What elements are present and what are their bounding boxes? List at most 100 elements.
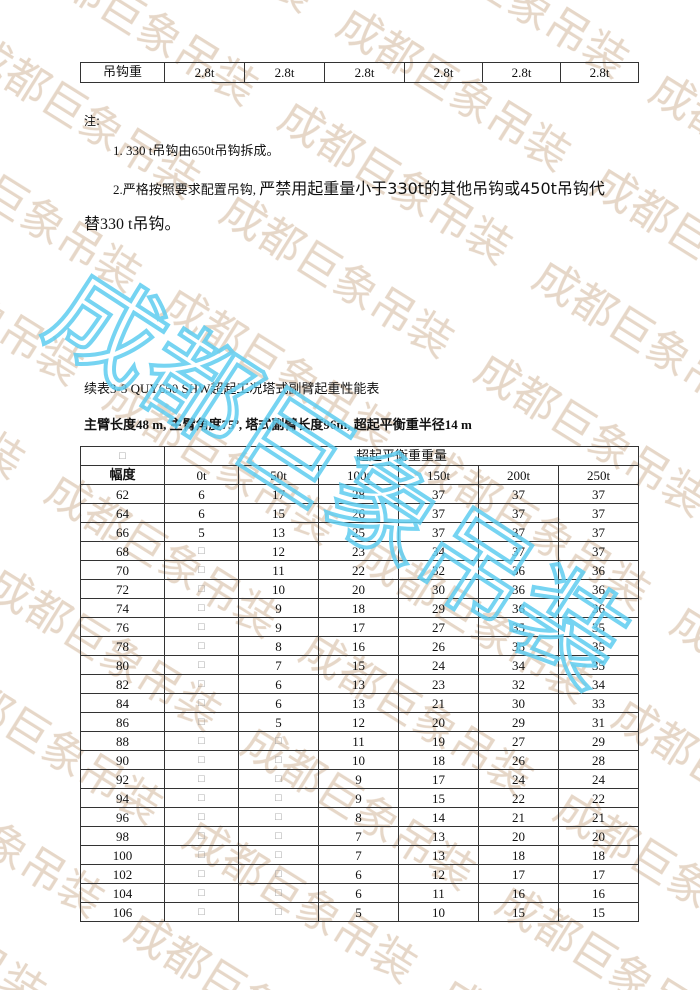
capacity-cell: 13 [318, 693, 399, 713]
capacity-cell: 37 [557, 484, 640, 504]
table-row: 78 □ 8 16 26 35 35 [80, 636, 640, 656]
capacity-cell: 30 [478, 693, 559, 713]
capacity-cell: 35 [557, 617, 640, 637]
capacity-cell: □ [164, 731, 239, 751]
capacity-cell: 21 [557, 807, 640, 827]
capacity-cell: 30 [398, 579, 479, 599]
capacity-cell: 17 [398, 769, 479, 789]
capacity-cell: 5 [238, 712, 319, 732]
radius-header: 幅度 [80, 465, 165, 485]
capacity-cell: 32 [478, 674, 559, 694]
capacity-cell: 33 [557, 693, 640, 713]
radius-cell: 84 [80, 693, 165, 713]
capacity-cell: □ [164, 845, 239, 865]
capacity-cell: 26 [318, 503, 399, 523]
capacity-cell: □ [164, 541, 239, 561]
capacity-cell: 21 [478, 807, 559, 827]
capacity-cell: □ [164, 617, 239, 637]
capacity-cell: 36 [478, 560, 559, 580]
capacity-cell: 23 [398, 674, 479, 694]
radius-cell: 102 [80, 864, 165, 884]
capacity-cell: 37 [398, 522, 479, 542]
capacity-cell: 15 [557, 902, 640, 922]
capacity-cell: 13 [318, 674, 399, 694]
capacity-cell: □ [238, 731, 319, 751]
capacity-cell: 7 [238, 655, 319, 675]
capacity-cell: 21 [398, 693, 479, 713]
capacity-cell: 36 [478, 579, 559, 599]
capacity-cell: 24 [398, 655, 479, 675]
group-header-row: □ 超起平衡重重量 [80, 446, 640, 466]
radius-cell: 96 [80, 807, 165, 827]
capacity-cell: □ [238, 864, 319, 884]
capacity-cell: 7 [318, 826, 399, 846]
capacity-cell: □ [164, 769, 239, 789]
radius-cell: 76 [80, 617, 165, 637]
capacity-cell: 37 [557, 522, 640, 542]
radius-cell: 86 [80, 712, 165, 732]
capacity-cell: 22 [557, 788, 640, 808]
capacity-cell: 6 [164, 503, 239, 523]
capacity-cell: 22 [478, 788, 559, 808]
table-row: 104 □ □ 6 11 16 16 [80, 883, 640, 903]
capacity-cell: 29 [398, 598, 479, 618]
capacity-cell: 22 [318, 560, 399, 580]
capacity-cell: 24 [478, 769, 559, 789]
table-row: 94 □ □ 9 15 22 22 [80, 788, 640, 808]
radius-cell: 72 [80, 579, 165, 599]
capacity-cell: 37 [478, 541, 559, 561]
capacity-cell: □ [164, 636, 239, 656]
hook-weight-label: 吊钩重 [80, 62, 165, 83]
capacity-cell: 36 [478, 598, 559, 618]
radius-cell: 92 [80, 769, 165, 789]
capacity-cell: 36 [557, 560, 640, 580]
hook-weight-value: 2.8t [482, 62, 561, 83]
capacity-cell: 9 [318, 788, 399, 808]
table-row: 106 □ □ 5 10 15 15 [80, 902, 640, 922]
capacity-cell: 35 [478, 617, 559, 637]
group-header: 超起平衡重重量 [163, 446, 640, 466]
capacity-cell: 35 [557, 636, 640, 656]
notes-title: 注: [84, 114, 101, 128]
hook-weight-value: 2.8t [244, 62, 325, 83]
capacity-cell: 5 [164, 522, 239, 542]
capacity-cell: 27 [398, 617, 479, 637]
radius-cell: 64 [80, 503, 165, 523]
table-row: 82 □ 6 13 23 32 34 [80, 674, 640, 694]
table-row: 80 □ 7 15 24 34 35 [80, 655, 640, 675]
note-item-1: 1. 330 t吊钩由650t吊钩拆成。 [113, 143, 280, 158]
capacity-cell: 34 [557, 674, 640, 694]
hook-weight-value: 2.8t [404, 62, 483, 83]
capacity-cell: 20 [398, 712, 479, 732]
capacity-cell: 10 [398, 902, 479, 922]
table-row: 102 □ □ 6 12 17 17 [80, 864, 640, 884]
capacity-cell: 12 [398, 864, 479, 884]
note-item-2-main: 严禁用起重量小于330t的其他吊钩或450t吊钩代 [259, 179, 605, 198]
capacity-cell: 11 [318, 731, 399, 751]
capacity-cell: 17 [478, 864, 559, 884]
capacity-cell: 15 [398, 788, 479, 808]
table-row: 62 6 17 28 37 37 37 [80, 484, 640, 504]
capacity-cell: 35 [478, 636, 559, 656]
radius-cell: 94 [80, 788, 165, 808]
capacity-cell: 34 [398, 541, 479, 561]
corner-cell: □ [80, 446, 165, 466]
table-row: 90 □ □ 10 18 26 28 [80, 750, 640, 770]
load-capacity-table: □ 超起平衡重重量 幅度 0t 50t 100t 150t 200t 250t 62 6 17… [80, 446, 640, 922]
capacity-cell: □ [164, 807, 239, 827]
capacity-cell: 37 [478, 522, 559, 542]
capacity-cell: 35 [557, 655, 640, 675]
capacity-cell: 13 [398, 826, 479, 846]
capacity-cell: □ [164, 598, 239, 618]
capacity-cell: 36 [557, 579, 640, 599]
capacity-cell: 20 [557, 826, 640, 846]
hook-weight-value: 2.8t [560, 62, 639, 83]
capacity-cell: □ [164, 826, 239, 846]
table-title: 续表3-3 QUY650 SHW超起工况塔式副臂起重性能表 [84, 381, 380, 396]
capacity-cell: 28 [318, 484, 399, 504]
capacity-cell: 37 [398, 503, 479, 523]
capacity-cell: 37 [557, 541, 640, 561]
capacity-cell: 8 [318, 807, 399, 827]
hook-weight-row: 吊钩重 2.8t 2.8t 2.8t 2.8t 2.8t 2.8t [80, 62, 639, 83]
capacity-cell: 7 [318, 845, 399, 865]
